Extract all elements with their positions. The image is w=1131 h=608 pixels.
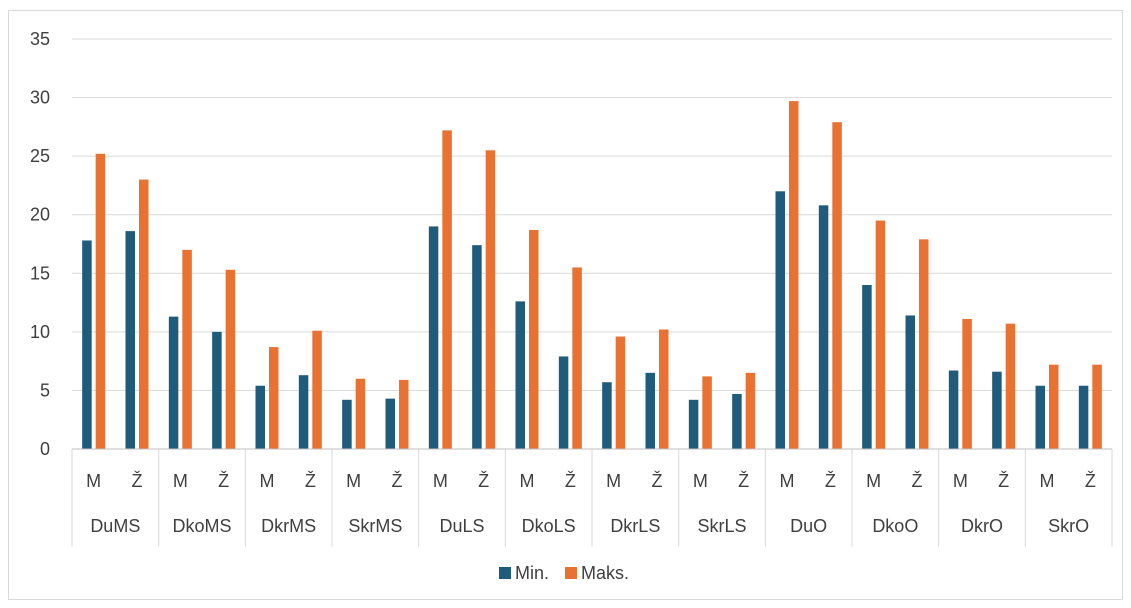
x-subcategory-label: M — [520, 471, 535, 491]
bar-min — [688, 399, 699, 449]
x-subcategory-label: M — [780, 471, 795, 491]
bar-maks — [1049, 364, 1059, 449]
bar-min — [515, 301, 525, 449]
bar-maks — [139, 179, 149, 450]
y-tick-label: 35 — [30, 29, 50, 49]
chart-area — [8, 10, 1123, 600]
y-tick-label: 5 — [40, 380, 50, 400]
bar-maks — [962, 318, 972, 449]
y-tick-label: 0 — [40, 439, 50, 459]
bar-min — [385, 398, 395, 449]
x-subcategory-label: Ž — [825, 471, 836, 491]
x-subcategory-label: Ž — [478, 471, 489, 491]
bar-maks — [399, 379, 409, 449]
x-subcategory-label: M — [693, 471, 708, 491]
bar-min — [1035, 385, 1045, 449]
bar-maks — [485, 150, 496, 450]
x-group-label: DkrO — [961, 516, 1003, 536]
bar-maks — [919, 239, 929, 449]
bar-min — [732, 393, 742, 449]
x-subcategory-label: Ž — [738, 471, 749, 491]
x-subcategory-label: Ž — [998, 471, 1009, 491]
bar-min — [862, 285, 872, 449]
bar-maks — [745, 372, 756, 449]
x-group-label: DkrLS — [610, 516, 660, 536]
bar-min — [775, 191, 785, 450]
x-subcategory-label: Ž — [305, 471, 316, 491]
bar-min — [645, 372, 655, 449]
legend-swatch — [565, 567, 577, 579]
bar-min — [472, 245, 482, 449]
bar-min — [342, 399, 352, 449]
legend-label: Maks. — [581, 563, 629, 583]
bar-maks — [529, 229, 539, 449]
x-subcategory-label: M — [953, 471, 968, 491]
bar-maks — [312, 330, 322, 449]
x-group-label: SkrO — [1048, 516, 1089, 536]
bar-min — [298, 375, 309, 449]
x-subcategory-label: Ž — [652, 471, 663, 491]
x-subcategory-label: M — [606, 471, 621, 491]
x-subcategory-label: Ž — [565, 471, 576, 491]
bar-maks — [702, 376, 712, 449]
bar-maks — [875, 220, 886, 449]
bar-min — [1078, 385, 1089, 449]
y-tick-label: 25 — [30, 146, 50, 166]
bar-min — [602, 382, 612, 449]
bar-maks — [832, 122, 842, 450]
x-group-label: DkoO — [872, 516, 918, 536]
bar-maks — [789, 101, 799, 449]
bar-maks — [615, 336, 626, 449]
bar-min — [992, 371, 1002, 449]
x-subcategory-label: M — [433, 471, 448, 491]
x-subcategory-label: M — [86, 471, 101, 491]
y-tick-label: 15 — [30, 263, 50, 283]
bar-maks — [1005, 323, 1016, 449]
bar-maks — [1092, 364, 1102, 449]
bar-min — [905, 315, 915, 449]
x-group-label: DuMS — [90, 516, 140, 536]
x-subcategory-label: M — [173, 471, 188, 491]
x-subcategory-label: Ž — [132, 471, 143, 491]
x-group-label: SkrLS — [697, 516, 746, 536]
bar-min — [168, 316, 179, 449]
x-group-label: DkrMS — [261, 516, 316, 536]
bar-maks — [442, 130, 452, 449]
x-group-label: DkoLS — [522, 516, 576, 536]
bar-maks — [225, 269, 236, 449]
bar-maks — [269, 347, 279, 449]
x-group-label: DkoMS — [172, 516, 231, 536]
y-tick-label: 30 — [30, 88, 50, 108]
legend-swatch — [499, 567, 511, 579]
bar-min — [82, 240, 92, 449]
y-tick-label: 20 — [30, 205, 50, 225]
x-group-label: SkrMS — [348, 516, 402, 536]
x-subcategory-label: M — [1040, 471, 1055, 491]
x-subcategory-label: M — [346, 471, 361, 491]
bar-maks — [572, 267, 582, 449]
x-subcategory-label: Ž — [1085, 471, 1096, 491]
x-group-label: DuLS — [439, 516, 484, 536]
bar-min — [212, 331, 222, 449]
bar-maks — [355, 378, 366, 449]
bar-maks — [659, 329, 669, 449]
bar-min — [948, 370, 959, 449]
x-subcategory-label: Ž — [392, 471, 403, 491]
bar-maks — [95, 153, 106, 450]
bar-min — [428, 226, 439, 449]
legend-label: Min. — [515, 563, 549, 583]
bar-min — [818, 205, 829, 449]
x-group-label: DuO — [790, 516, 827, 536]
x-subcategory-label: Ž — [912, 471, 923, 491]
x-subcategory-label: Ž — [218, 471, 229, 491]
bar-min — [125, 231, 135, 449]
bar-maks — [182, 249, 192, 449]
x-subcategory-label: M — [260, 471, 275, 491]
bar-min — [255, 385, 265, 449]
y-tick-label: 10 — [30, 322, 50, 342]
x-subcategory-label: M — [866, 471, 881, 491]
bar-min — [558, 356, 569, 449]
